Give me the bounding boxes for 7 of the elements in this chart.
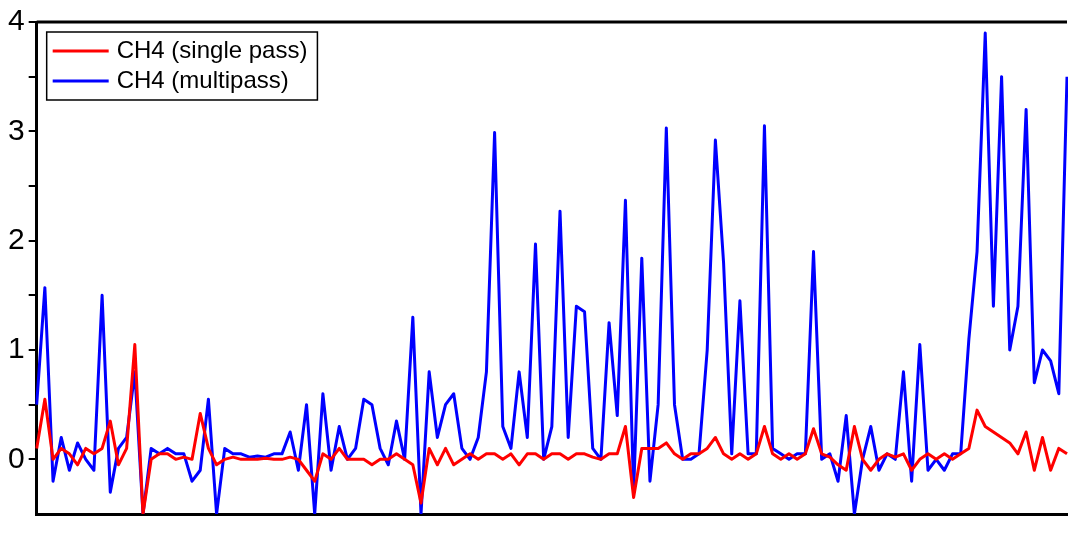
legend-label: CH4 (single pass)	[116, 35, 308, 63]
legend-label: CH4 (multipass)	[116, 65, 289, 93]
y-tick-label: 1	[8, 331, 25, 365]
y-tick-label: 4	[8, 3, 25, 37]
y-tick-label: 0	[8, 440, 25, 474]
y-tick-label: 3	[8, 112, 25, 146]
y-tick-label: 2	[8, 221, 25, 255]
